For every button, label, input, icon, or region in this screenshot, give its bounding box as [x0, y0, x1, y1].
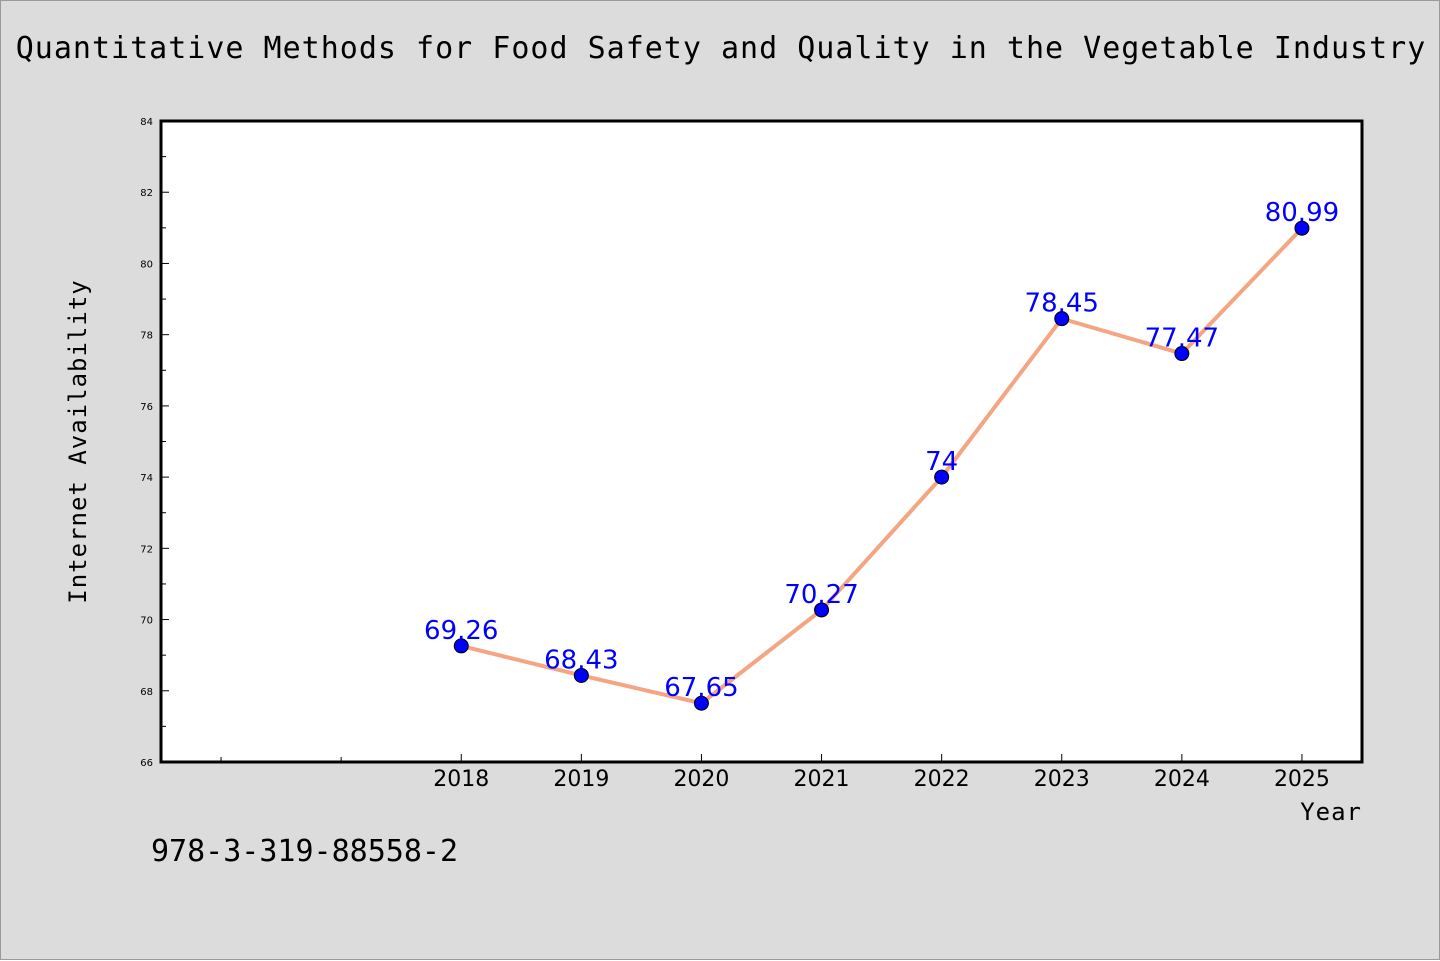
- x-tick-label: 2025: [1274, 767, 1330, 792]
- data-label: 67.65: [664, 673, 738, 703]
- data-label: 80.99: [1265, 198, 1339, 228]
- y-tick-label: 74: [140, 473, 153, 484]
- data-label: 77.47: [1145, 324, 1219, 354]
- isbn-code: 978-3-319-88558-2: [151, 834, 459, 869]
- chart-title: Quantitative Methods for Food Safety and…: [15, 31, 1427, 66]
- x-tick-label: 2020: [673, 767, 729, 792]
- data-label: 78.45: [1025, 289, 1099, 319]
- y-axis-label: Internet Availability: [64, 279, 92, 603]
- data-label: 69.26: [424, 616, 498, 646]
- y-tick-label: 66: [140, 758, 153, 769]
- series-line: [460, 226, 1304, 706]
- x-tick-label: 2023: [1034, 767, 1090, 792]
- data-point: [1054, 311, 1070, 327]
- data-label: 70.27: [784, 580, 858, 610]
- series-line-group: [460, 226, 1304, 706]
- x-axis-label: Year: [1300, 798, 1362, 826]
- data-label: 68.43: [544, 645, 618, 675]
- data-point: [1174, 346, 1190, 362]
- y-tick-label: 80: [140, 259, 153, 270]
- data-points: [453, 220, 1310, 711]
- y-tick-label: 70: [140, 616, 153, 627]
- y-tick-label: 72: [140, 544, 153, 555]
- y-tick-label: 82: [140, 188, 153, 199]
- data-labels: 69.26 68.43 67.65 70.27 74 78.45 77.47 80.99: [424, 198, 1339, 703]
- x-tick-label: 2018: [433, 767, 489, 792]
- y-tick-label: 76: [140, 402, 153, 413]
- x-tick-label: 2022: [914, 767, 970, 792]
- data-label: 74: [925, 447, 958, 477]
- data-point: [934, 469, 950, 485]
- x-tick-label: 2019: [553, 767, 609, 792]
- x-tick-label: 2021: [794, 767, 850, 792]
- y-tick-label: 78: [140, 331, 153, 342]
- plot-border: [159, 119, 1364, 764]
- x-axis: 2018 2019 2020 2021 2022 2023 2024 2025: [220, 754, 1330, 792]
- plot-area: [161, 121, 1362, 762]
- y-tick-label: 68: [140, 687, 153, 698]
- data-point: [814, 602, 830, 618]
- data-point: [1294, 220, 1310, 236]
- data-point: [453, 638, 469, 654]
- x-tick-label: 2024: [1154, 767, 1210, 792]
- y-tick-label: 84: [140, 117, 153, 128]
- data-point: [693, 695, 709, 711]
- data-point: [573, 667, 589, 683]
